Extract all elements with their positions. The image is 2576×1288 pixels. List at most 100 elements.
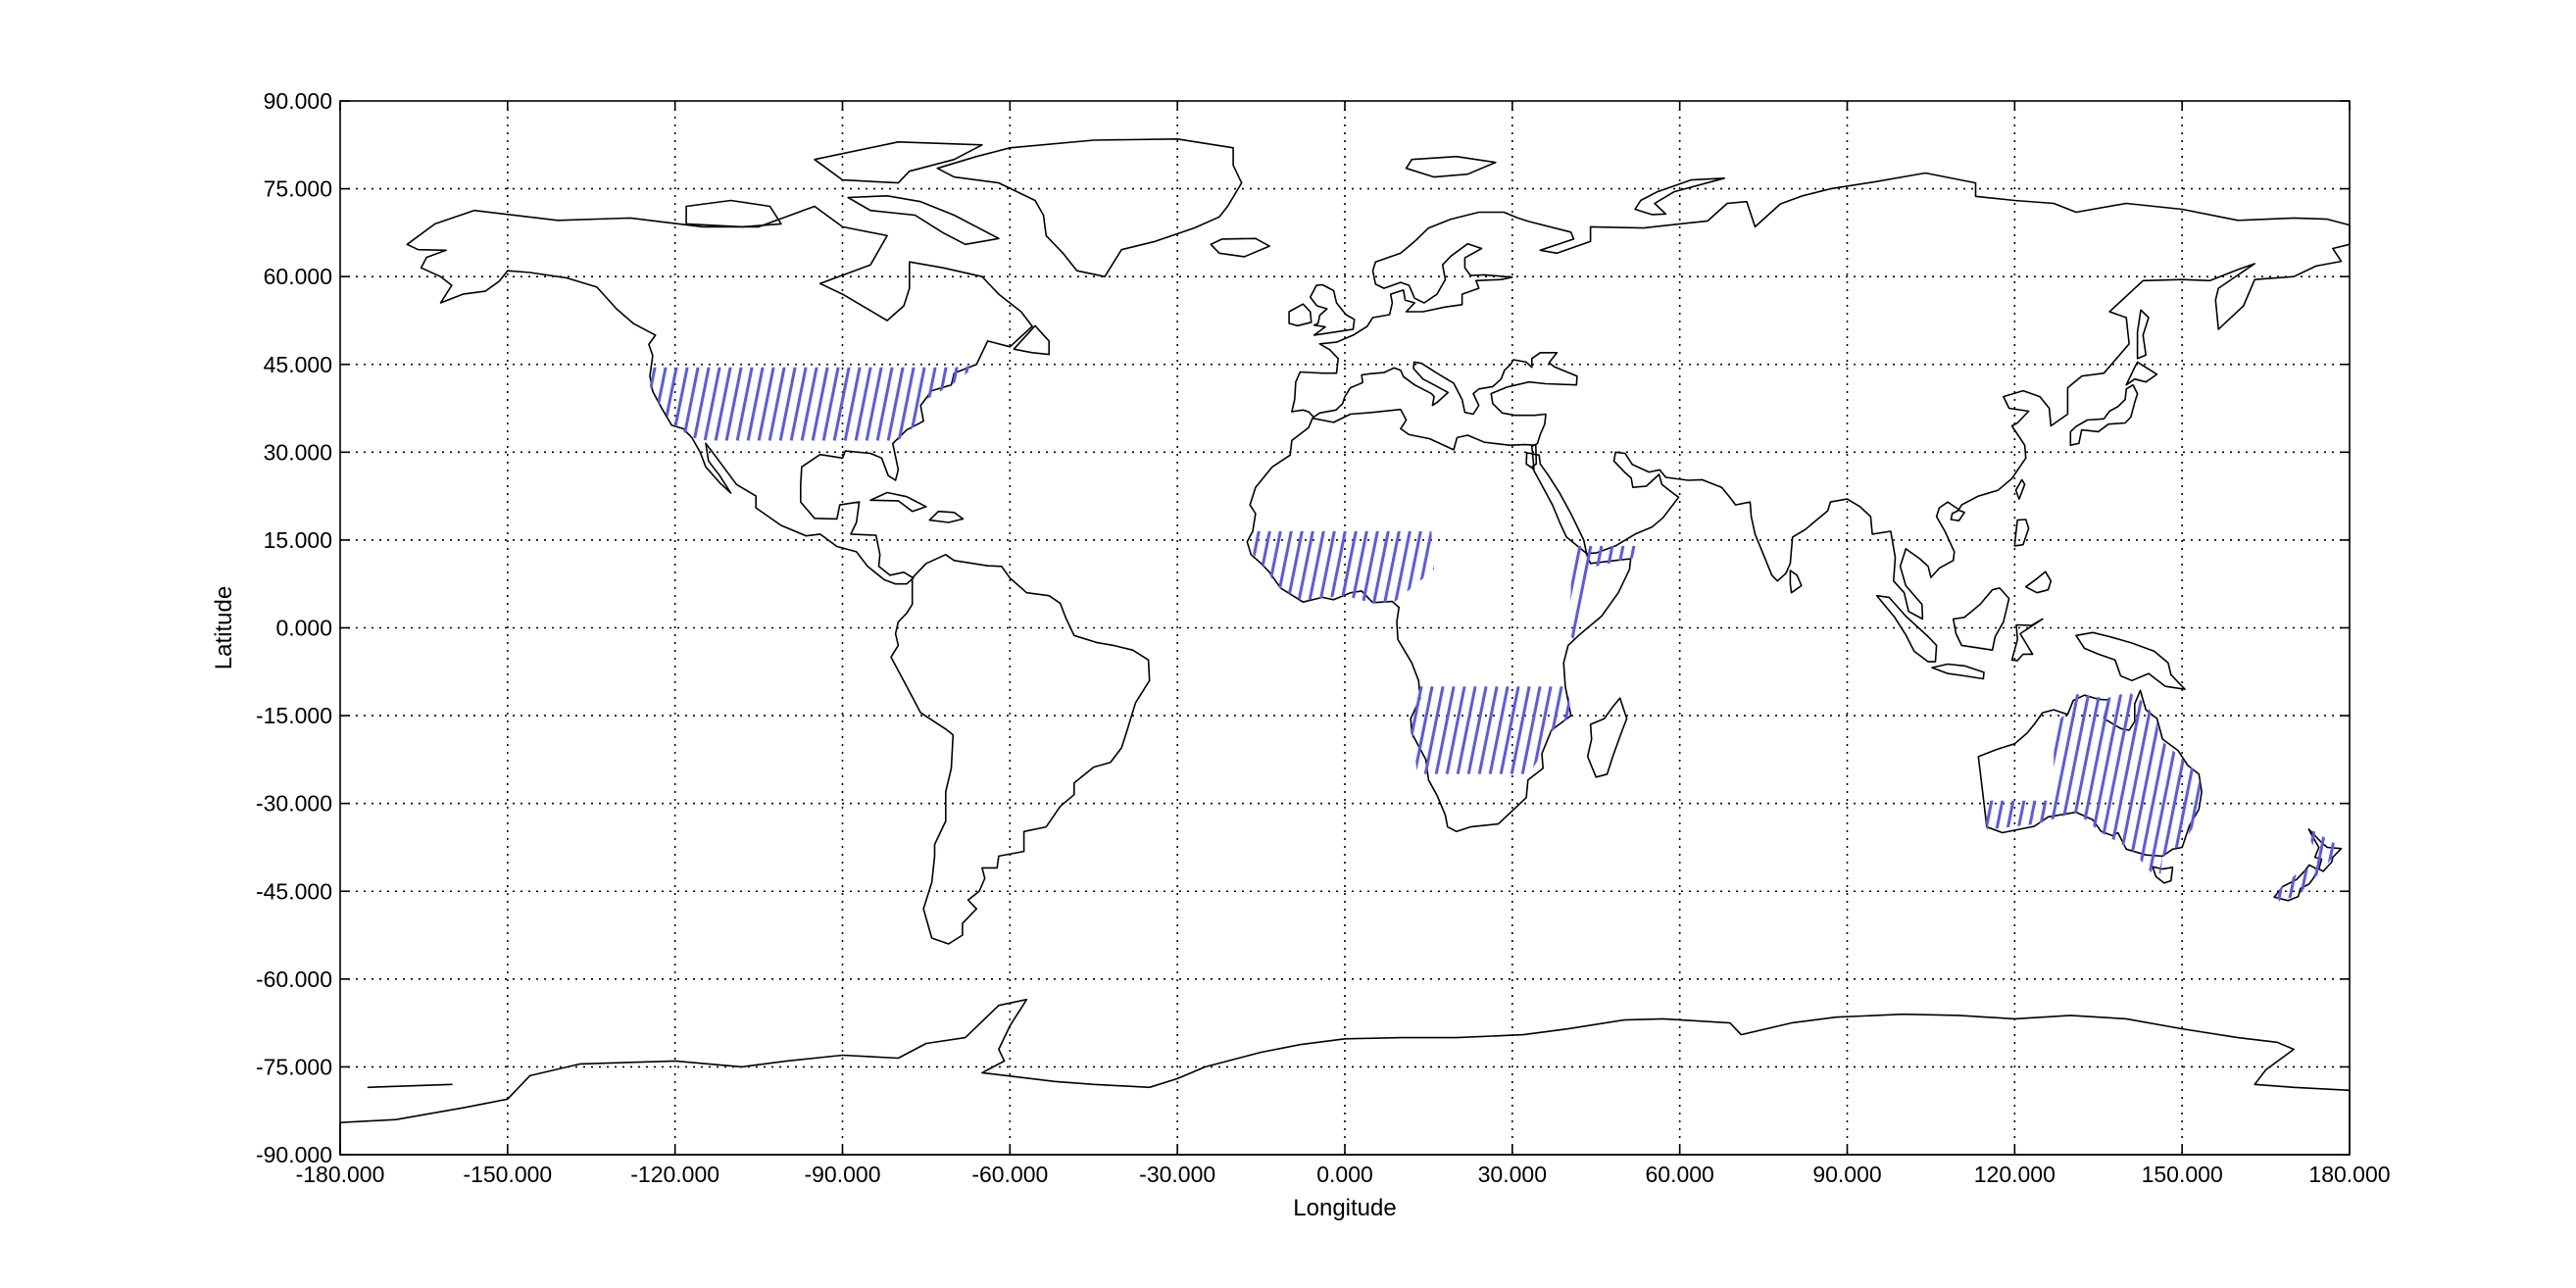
hatch-stroke [1317,531,1337,604]
x-tick-label: -150.000 [463,1162,552,1187]
coastline-nz-north [2307,828,2343,872]
coastline-new-guinea [2075,631,2186,691]
hatch-stroke [2191,692,2203,874]
coastline-africa [1246,408,1632,833]
hatch-stroke [886,365,906,441]
hatch-stroke [1285,531,1305,604]
coastline-british-isles [1309,283,1356,336]
hatch-stroke [1499,686,1520,774]
axis-ticks: -180.000 -150.000 -120.000 -90.000 -60.000 -3… [256,88,2391,1187]
hatch-stroke [1680,546,1699,640]
hatch-stroke [746,365,766,441]
x-tick-label: -90.000 [804,1162,880,1187]
x-tick-label: 150.000 [2142,1162,2223,1187]
hatch-stroke [2061,692,2102,874]
coastline-sulawesi [2010,618,2044,662]
coastline-iceland [1210,237,1270,258]
coastline-ireland [1288,303,1313,327]
y-axis-label: Latitude [211,586,237,669]
hatch-stroke [854,365,873,441]
hatch-stroke [1635,545,1641,640]
hatch-stroke [2236,692,2272,873]
hatch-stroke [832,365,852,441]
coastline-victoria-isl [685,199,782,228]
hatch-stroke [2148,692,2188,874]
hatch-stroke [1393,531,1412,604]
hatch-stroke [2375,827,2391,904]
hatch-stroke [843,365,863,441]
coastline-novaya-zemlya [1634,177,1725,216]
x-tick-label: 120.000 [1974,1162,2056,1187]
hatch-stroke [619,365,634,441]
x-tick-label: -30.000 [1139,1162,1215,1187]
hatch-stroke [1567,545,1571,640]
hatch-stroke [703,365,722,441]
hatch-stroke [1477,686,1499,774]
hatch-stroke [1251,531,1262,604]
y-tick-label: -45.000 [256,878,332,904]
hatch-stroke [789,365,809,441]
hatch-stroke [1371,686,1389,774]
hatch-stroke [1986,692,2026,874]
hatch-stroke [2126,692,2166,874]
hatch-stroke [1520,686,1542,774]
hatch-stroke [1466,686,1488,774]
y-tick-label: -90.000 [256,1142,332,1167]
hatch-stroke [768,365,787,441]
coastline-antarctica [339,998,2351,1156]
hatch-stroke [1382,531,1402,604]
hatch-stroke [2204,692,2240,873]
x-tick-label: 90.000 [1812,1162,1881,1187]
coastline-tasmania [2152,866,2174,884]
hatch-stroke [1382,686,1400,774]
hatch-stroke [1371,531,1391,604]
hatch-stroke [1567,545,1582,640]
hatched-region-australia [1984,692,2272,874]
hatched-region-southern-africa [1371,686,1615,774]
hatch-stroke [629,365,645,441]
coastline-ross-shelf-edge [367,1083,453,1089]
hatch-stroke [2051,692,2091,874]
hatch-stroke [1598,686,1615,774]
hatched-region-north-america [608,365,1001,441]
hatch-stroke [2072,692,2112,874]
hatch-stroke [2040,692,2080,874]
hatch-stroke [2353,827,2369,904]
hatch-stroke [800,365,819,441]
hatch-stroke [2235,827,2251,904]
coastline-hispaniola [928,510,965,523]
y-tick-label: 75.000 [264,176,332,202]
hatch-stroke [608,365,623,441]
y-tick-label: 30.000 [264,439,332,465]
coastline-mindanao [2024,570,2053,594]
hatch-stroke [1984,692,1994,874]
y-tick-label: 15.000 [264,527,332,553]
y-tick-label: 45.000 [264,352,332,377]
hatch-stroke [1307,531,1326,604]
hatch-stroke [2169,692,2203,874]
hatch-stroke [908,365,927,441]
hatch-stroke [985,365,1001,441]
coastline-sakhalin [2136,309,2150,360]
hatch-stroke [1411,686,1423,774]
y-tick-label: -60.000 [256,966,332,992]
coastline-north-america [406,205,1033,585]
hatch-stroke [1445,686,1466,774]
coastline-greenland [936,138,1243,278]
hatch-stroke [692,365,712,441]
hatch-stroke [1581,545,1604,640]
coastline-nz-south [2273,864,2319,902]
hatch-stroke [1529,546,1548,640]
hatch-stroke [1531,686,1553,774]
hatch-stroke [811,365,830,441]
coastline-baffin [847,195,1000,246]
hatch-stroke [714,365,733,441]
hatch-stroke [2029,692,2069,874]
hatch-stroke [972,365,977,441]
hatch-stroke [2214,692,2251,873]
hatch-stroke [1592,545,1614,640]
hatch-stroke [1434,686,1456,774]
hatch-stroke [1456,686,1477,774]
hatch-stroke [2083,692,2123,874]
